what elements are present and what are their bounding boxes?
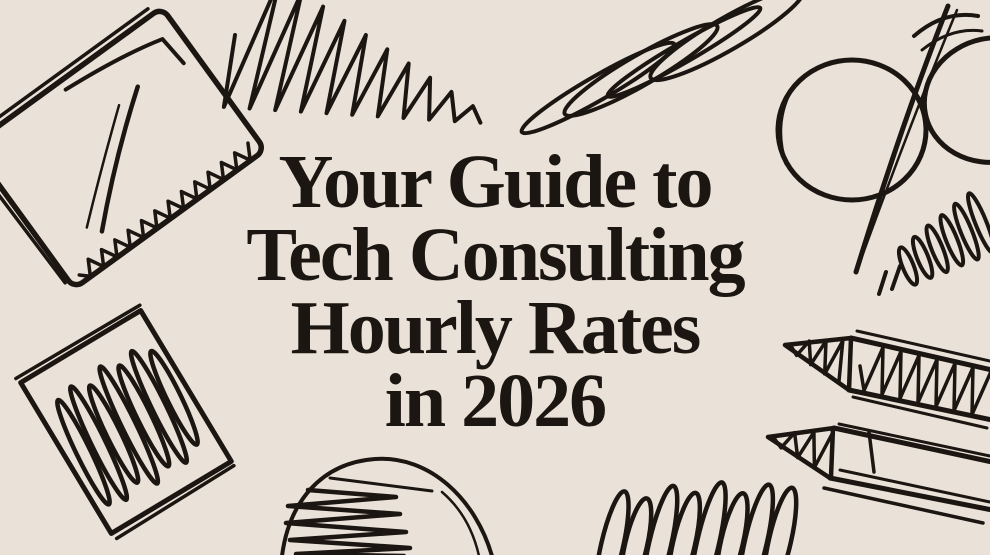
title-line-1: Your Guide to xyxy=(278,140,714,224)
tablet-sketch-icon xyxy=(0,7,264,288)
marker-pen-icon xyxy=(782,329,990,430)
pen-icon xyxy=(765,422,990,525)
page-title: Your Guide to Tech Consulting Hourly Rat… xyxy=(0,140,990,443)
title-line-4: in 2026 xyxy=(384,359,607,443)
scribble-cloud-icon xyxy=(280,456,494,555)
needle-through-circles-icon xyxy=(775,3,990,275)
title-line-2: Tech Consulting xyxy=(246,213,745,297)
coil-scribble-icon xyxy=(877,191,990,296)
zigzag-scribble-icon xyxy=(221,0,483,125)
loop-scribble-icon xyxy=(519,0,806,136)
scribbled-card-icon xyxy=(14,303,236,541)
loop-scribble-bottom-icon xyxy=(593,480,799,555)
title-line-3: Hourly Rates xyxy=(290,286,702,370)
